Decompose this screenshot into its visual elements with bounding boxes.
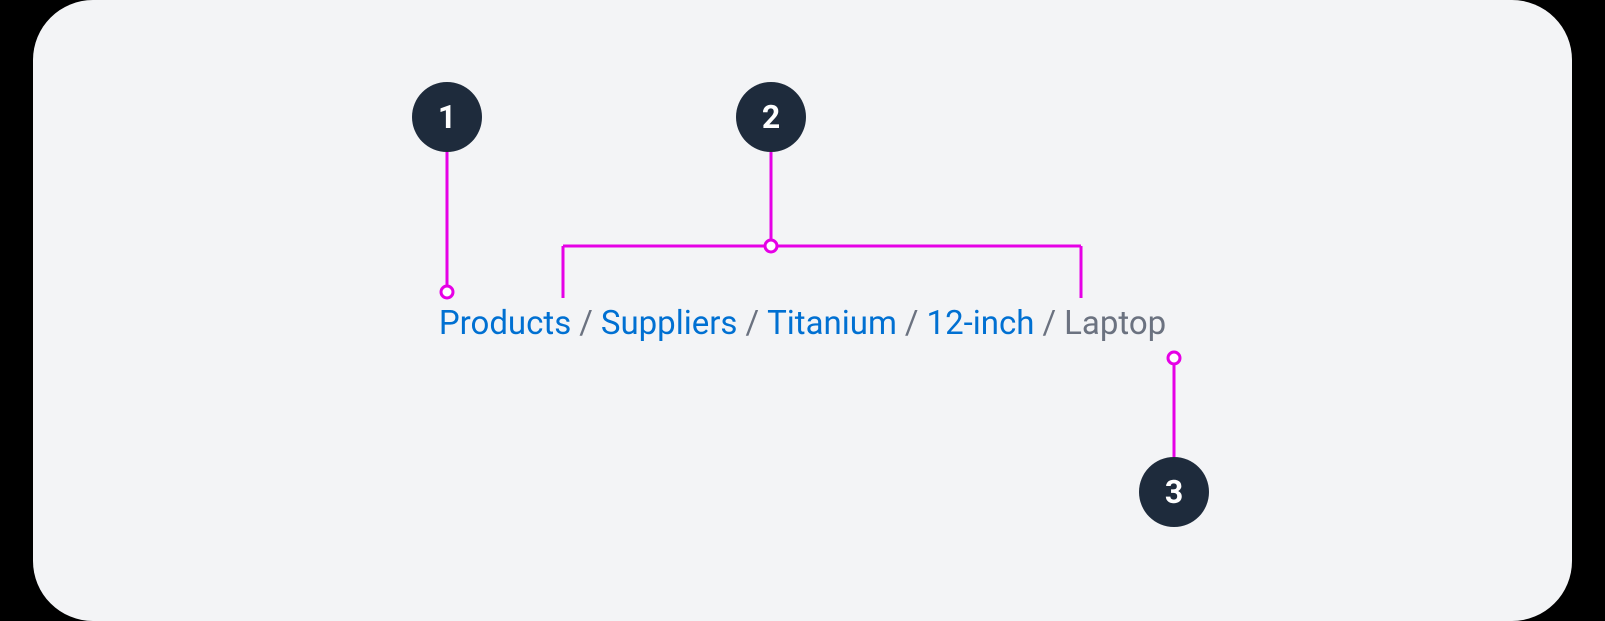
breadcrumb-separator: / (745, 304, 759, 343)
breadcrumb-item-12-inch[interactable]: 12-inch (927, 304, 1035, 343)
breadcrumb-item-titanium[interactable]: Titanium (767, 304, 897, 343)
diagram-canvas: Products / Suppliers / Titanium / 12-inc… (33, 0, 1572, 621)
annotation-badge-3: 3 (1139, 457, 1209, 527)
annotation-badge-1: 1 (412, 82, 482, 152)
breadcrumb-separator: / (905, 304, 919, 343)
breadcrumb-item-current: Laptop (1064, 304, 1166, 343)
annotation-badge-number: 3 (1165, 473, 1183, 511)
annotation-badge-2: 2 (736, 82, 806, 152)
breadcrumb-item-suppliers[interactable]: Suppliers (601, 304, 738, 343)
breadcrumb-item-products[interactable]: Products (439, 304, 571, 343)
breadcrumb-separator: / (1042, 304, 1056, 343)
breadcrumb-separator: / (579, 304, 593, 343)
annotation-badge-number: 2 (762, 98, 780, 136)
breadcrumb: Products / Suppliers / Titanium / 12-inc… (439, 304, 1166, 343)
annotation-badge-number: 1 (438, 98, 456, 136)
